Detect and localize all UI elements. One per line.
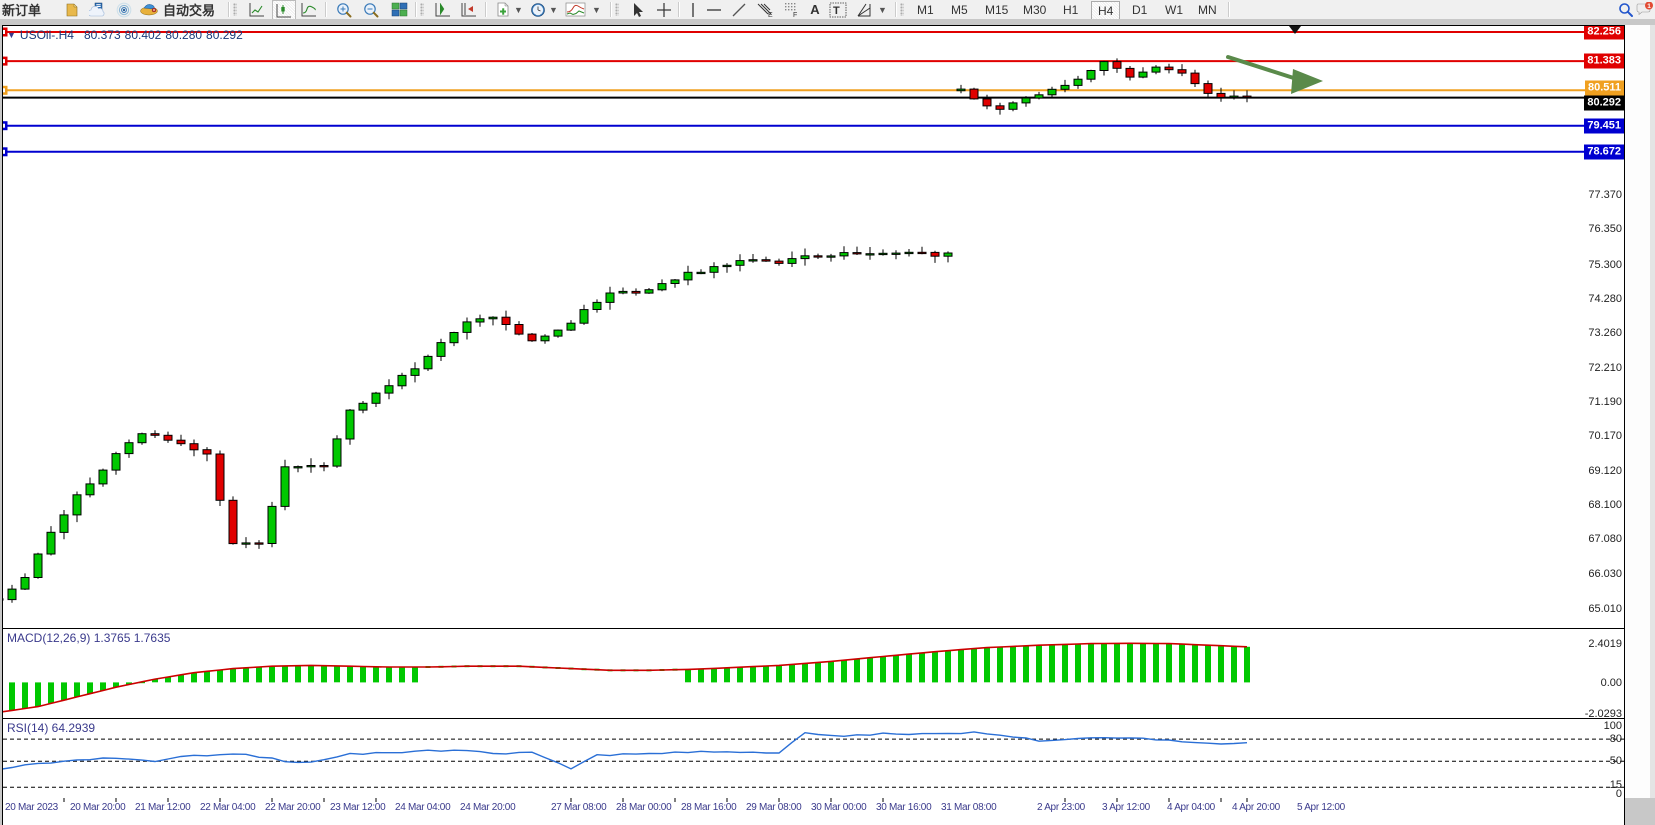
svg-text:T: T [833, 5, 840, 17]
svg-text:F: F [793, 12, 797, 18]
svg-text:E: E [768, 12, 773, 18]
svg-text:1: 1 [1647, 3, 1651, 10]
